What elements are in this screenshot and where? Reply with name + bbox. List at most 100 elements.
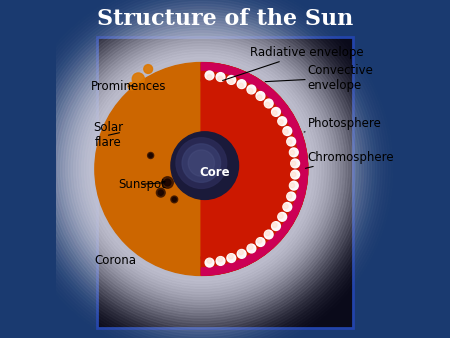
Circle shape [132,73,144,85]
Circle shape [60,28,342,310]
Circle shape [44,12,358,326]
Circle shape [39,7,364,331]
Circle shape [171,196,178,203]
Circle shape [84,52,319,286]
Circle shape [227,76,236,84]
Circle shape [55,23,348,315]
Circle shape [284,129,288,134]
Circle shape [287,192,296,201]
Circle shape [128,82,135,90]
Circle shape [257,95,262,100]
Wedge shape [201,63,308,275]
Circle shape [264,230,273,239]
Wedge shape [201,79,291,259]
Circle shape [218,76,223,81]
Circle shape [279,214,283,218]
Circle shape [278,213,287,221]
Text: Solar
flare: Solar flare [93,121,123,149]
Circle shape [289,181,298,190]
Circle shape [52,20,351,318]
Circle shape [207,259,212,263]
Circle shape [227,254,236,262]
FancyBboxPatch shape [97,37,353,328]
Circle shape [207,75,212,79]
Circle shape [289,148,298,157]
Circle shape [272,111,277,115]
Circle shape [218,257,223,262]
Circle shape [90,57,313,281]
Circle shape [81,49,321,289]
Text: Convective
envelope: Convective envelope [265,64,374,92]
Circle shape [283,127,292,136]
Circle shape [171,132,238,199]
Circle shape [272,107,280,116]
Circle shape [182,144,220,183]
Circle shape [68,36,334,302]
Circle shape [248,245,253,249]
Circle shape [216,73,225,81]
Circle shape [291,172,296,177]
Circle shape [144,65,153,73]
Circle shape [291,159,300,168]
Circle shape [95,63,308,275]
Circle shape [272,223,277,227]
Circle shape [237,80,246,89]
Wedge shape [201,63,308,275]
Circle shape [237,249,246,258]
Circle shape [172,197,176,201]
Circle shape [42,9,361,329]
Circle shape [287,137,296,146]
Circle shape [279,120,283,124]
Circle shape [216,257,225,265]
Circle shape [290,150,295,155]
Circle shape [162,177,173,188]
Circle shape [264,99,273,108]
Circle shape [149,154,153,157]
Circle shape [228,79,233,84]
Circle shape [87,54,316,284]
Text: Sunspot: Sunspot [118,178,166,191]
Circle shape [291,161,296,166]
Circle shape [287,194,292,198]
Circle shape [180,161,183,164]
Circle shape [257,238,262,243]
Circle shape [265,231,270,236]
Circle shape [205,258,214,267]
Circle shape [188,150,215,176]
Circle shape [76,44,326,294]
Circle shape [50,17,353,321]
Text: Photosphere: Photosphere [304,117,382,132]
Circle shape [148,152,154,159]
Circle shape [284,204,288,209]
Circle shape [205,71,214,80]
Circle shape [58,25,345,313]
Circle shape [247,85,256,94]
Circle shape [238,250,243,255]
Circle shape [74,41,329,297]
Circle shape [164,179,171,186]
Circle shape [248,89,253,93]
Circle shape [179,160,184,165]
Circle shape [290,183,295,188]
Text: Core: Core [199,166,230,179]
Circle shape [256,92,265,100]
Text: Prominences: Prominences [91,80,166,93]
Circle shape [158,190,163,195]
Circle shape [66,33,337,305]
Wedge shape [201,63,308,275]
Circle shape [71,39,332,299]
Circle shape [176,138,227,189]
Circle shape [256,238,265,246]
Circle shape [79,47,324,291]
Circle shape [287,140,292,144]
Text: Chromosphere: Chromosphere [306,151,395,168]
Text: Structure of the Sun: Structure of the Sun [97,7,353,30]
Circle shape [63,31,340,308]
Circle shape [283,202,292,211]
Circle shape [157,188,165,197]
Circle shape [47,15,356,323]
Circle shape [278,117,287,125]
Circle shape [291,170,300,179]
Text: Radiative envelope: Radiative envelope [223,46,364,80]
Circle shape [272,222,280,231]
